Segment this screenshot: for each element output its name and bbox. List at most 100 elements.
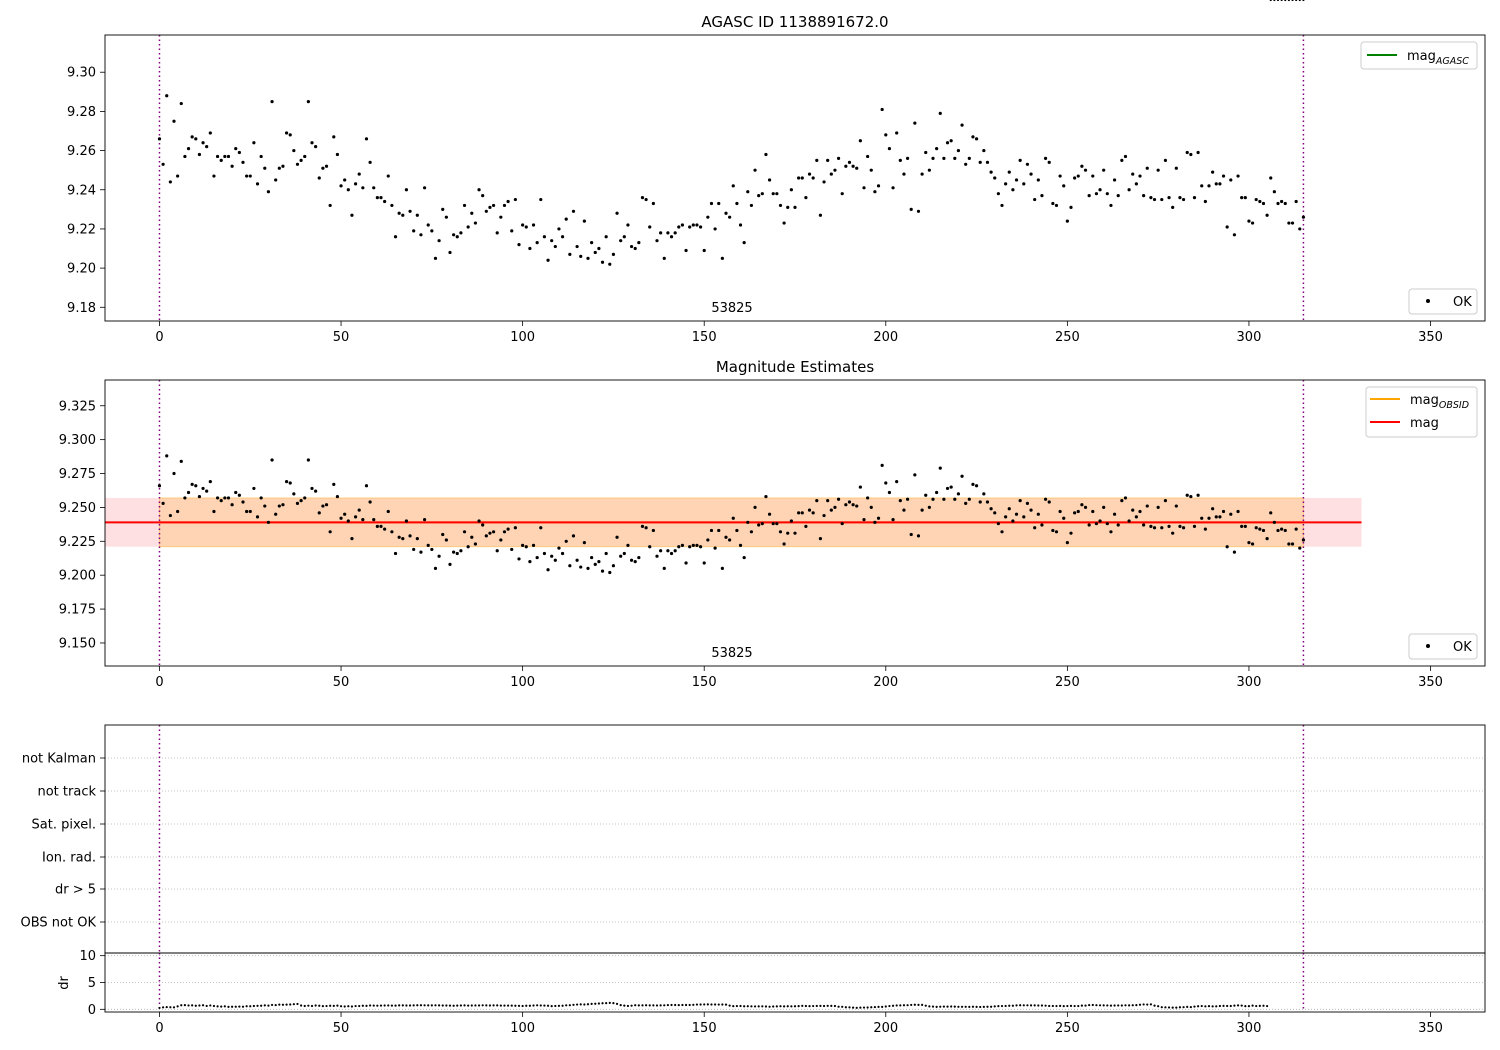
data-point bbox=[757, 194, 761, 198]
data-point bbox=[317, 176, 321, 180]
dr-point bbox=[252, 1004, 255, 1008]
data-point bbox=[869, 168, 873, 172]
data-point bbox=[1254, 197, 1258, 202]
data-point bbox=[1269, 176, 1273, 180]
dr-point bbox=[812, 1004, 815, 1008]
dr-point bbox=[757, 1005, 760, 1008]
data-point bbox=[898, 158, 902, 162]
dr-point bbox=[245, 1005, 248, 1008]
data-point bbox=[862, 186, 866, 190]
dr-point bbox=[1088, 1003, 1091, 1007]
data-point bbox=[760, 192, 764, 196]
data-point bbox=[731, 516, 735, 520]
dr-point bbox=[263, 1004, 266, 1007]
dr-point bbox=[532, 1004, 535, 1007]
data-point bbox=[433, 256, 438, 260]
data-point bbox=[695, 543, 699, 547]
flag-label: OBS not OK bbox=[21, 916, 97, 931]
dr-point bbox=[721, 1003, 724, 1006]
data-point bbox=[259, 496, 263, 500]
data-point bbox=[971, 482, 975, 486]
dr-point bbox=[1233, 1004, 1236, 1007]
data-point bbox=[1043, 497, 1048, 501]
dr-point bbox=[419, 1004, 423, 1007]
data-point bbox=[481, 194, 485, 198]
data-point bbox=[942, 497, 946, 501]
data-point bbox=[521, 223, 525, 227]
dr-point bbox=[278, 1003, 281, 1006]
data-point bbox=[1142, 194, 1146, 198]
data-point bbox=[691, 223, 695, 227]
data-point bbox=[1029, 508, 1033, 512]
data-point bbox=[1080, 503, 1084, 507]
data-point bbox=[517, 557, 521, 561]
data-point bbox=[1301, 215, 1306, 219]
data-point bbox=[684, 248, 688, 253]
dr-point bbox=[572, 1003, 575, 1006]
data-point bbox=[1167, 524, 1171, 528]
data-point bbox=[905, 497, 910, 501]
data-point bbox=[172, 119, 176, 123]
data-point bbox=[1280, 199, 1284, 204]
data-point bbox=[350, 213, 354, 217]
data-point bbox=[1091, 509, 1095, 514]
data-point bbox=[470, 211, 474, 215]
data-point bbox=[818, 213, 823, 217]
data-point bbox=[1142, 523, 1146, 527]
dr-point bbox=[430, 1004, 433, 1007]
dr-point bbox=[401, 1004, 404, 1007]
data-point bbox=[422, 518, 427, 522]
data-point bbox=[982, 492, 986, 496]
data-point bbox=[1062, 516, 1066, 520]
data-point bbox=[1051, 201, 1055, 206]
data-point bbox=[230, 503, 234, 507]
data-point bbox=[1004, 182, 1008, 186]
dr-point bbox=[641, 1004, 644, 1007]
data-point bbox=[873, 190, 877, 194]
flag-label: Ion. rad. bbox=[42, 851, 96, 866]
data-point bbox=[1109, 203, 1113, 208]
data-point bbox=[1240, 195, 1244, 200]
data-point bbox=[314, 145, 318, 149]
data-point bbox=[455, 551, 459, 556]
dr-point bbox=[1160, 1006, 1163, 1009]
data-point bbox=[1221, 174, 1226, 178]
data-point bbox=[717, 201, 721, 206]
y-tick-label: 9.30 bbox=[67, 66, 96, 81]
y-tick-label: 9.26 bbox=[67, 144, 96, 159]
data-point bbox=[335, 494, 340, 499]
data-point bbox=[1094, 522, 1099, 526]
dr-point bbox=[274, 1003, 277, 1007]
data-point bbox=[1036, 512, 1040, 516]
data-point bbox=[1069, 531, 1073, 535]
dr-point bbox=[561, 1004, 564, 1007]
x-tick-label: 200 bbox=[873, 1021, 898, 1036]
data-point bbox=[1149, 524, 1153, 528]
data-point bbox=[840, 192, 844, 196]
data-point bbox=[891, 186, 895, 190]
data-point bbox=[1301, 538, 1306, 542]
data-point bbox=[274, 512, 278, 516]
data-point bbox=[989, 507, 993, 511]
data-point bbox=[938, 466, 942, 470]
dr-point bbox=[201, 1004, 205, 1007]
data-point bbox=[190, 135, 194, 139]
data-point bbox=[470, 535, 474, 539]
data-point bbox=[811, 511, 815, 515]
data-point bbox=[452, 550, 456, 554]
dr-point bbox=[706, 1003, 709, 1006]
data-point bbox=[960, 474, 964, 478]
data-point bbox=[168, 513, 172, 518]
data-point bbox=[502, 530, 507, 534]
data-point bbox=[462, 203, 467, 208]
data-point bbox=[738, 223, 743, 227]
data-point bbox=[1290, 542, 1295, 546]
data-point bbox=[161, 501, 165, 505]
data-point bbox=[288, 481, 292, 485]
dr-point bbox=[822, 1004, 826, 1008]
dr-point bbox=[1066, 1004, 1069, 1008]
dr-point bbox=[1262, 1004, 1265, 1007]
data-point bbox=[295, 501, 300, 505]
dr-point bbox=[895, 1004, 898, 1007]
data-point bbox=[738, 543, 743, 547]
